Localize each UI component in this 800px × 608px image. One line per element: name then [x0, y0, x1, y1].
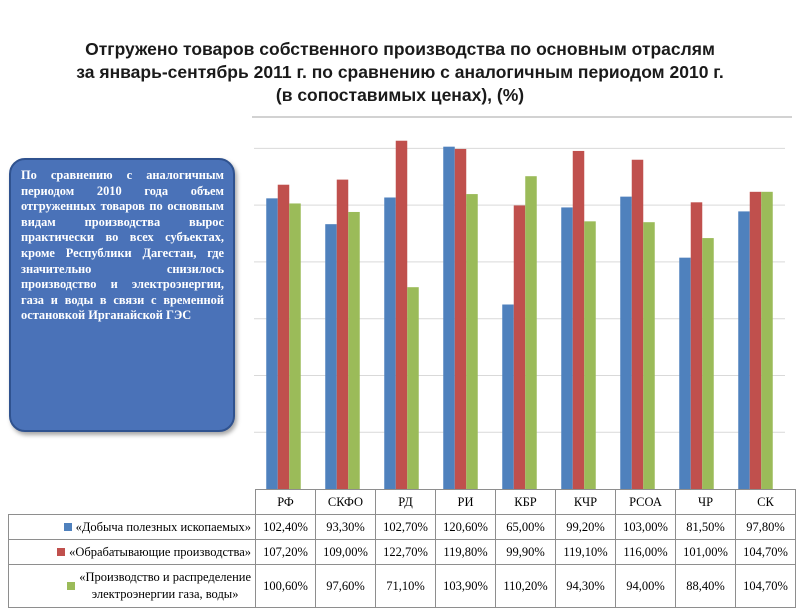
bar-3-1 — [289, 203, 301, 489]
bar-3-2 — [348, 211, 360, 489]
data-label: 97,60% — [315, 564, 376, 608]
bar-2-1 — [277, 184, 290, 489]
data-label: 65,00% — [495, 514, 556, 540]
legend-label: «Производство и распределение электроэнер… — [79, 570, 251, 601]
bar-1-6 — [561, 207, 573, 489]
legend-label: «Добыча полезных ископаемых» — [75, 519, 251, 534]
bar-3-5 — [525, 176, 537, 489]
bars — [266, 140, 773, 490]
data-label: 94,00% — [615, 564, 676, 608]
data-label: 104,70% — [735, 539, 796, 565]
data-label: 109,00% — [315, 539, 376, 565]
table-corner — [9, 490, 256, 515]
legend-entry: «Обрабатывающие производства» — [8, 539, 256, 565]
bar-3-7 — [643, 222, 655, 489]
callout-text: По сравнению с аналогичным периодом 2010… — [21, 168, 224, 323]
data-label: 107,20% — [255, 539, 316, 565]
category-label: СКФО — [315, 489, 376, 515]
data-label: 104,70% — [735, 564, 796, 608]
data-label: 100,60% — [255, 564, 316, 608]
data-label: 81,50% — [675, 514, 736, 540]
bar-3-4 — [466, 194, 478, 489]
table-row: «Производство и распределение электроэнер… — [8, 564, 796, 608]
data-label: 99,90% — [495, 539, 556, 565]
data-label: 102,70% — [375, 514, 436, 540]
data-label: 97,80% — [735, 514, 796, 540]
data-label: 103,00% — [615, 514, 676, 540]
bar-1-1 — [266, 198, 278, 489]
bar-3-9 — [761, 191, 773, 489]
category-label: РД — [375, 489, 436, 515]
chart-title-line-1: Отгружено товаров собственного производс… — [85, 39, 715, 59]
data-table: РФ СКФО РД РИ КБР КЧР РСОА ЧР СК «Добыча полезны… — [8, 489, 796, 608]
legend-swatch — [63, 523, 72, 531]
bar-2-5 — [513, 205, 526, 490]
data-label: 71,10% — [375, 564, 436, 608]
category-label: РФ — [255, 489, 316, 515]
bar-3-3 — [407, 287, 419, 489]
data-label: 103,90% — [435, 564, 496, 608]
data-label: 120,60% — [435, 514, 496, 540]
legend-entry: «Производство и распределение электроэнер… — [8, 564, 256, 608]
bar-1-2 — [325, 224, 337, 489]
category-label: КБР — [495, 489, 556, 515]
bar-1-8 — [679, 257, 691, 489]
bar-2-3 — [395, 140, 408, 489]
callout-box: По сравнению с аналогичным периодом 2010… — [9, 158, 235, 432]
category-label: РСОА — [615, 489, 676, 515]
chart-title: Отгружено товаров собственного производс… — [0, 38, 800, 107]
chart-title-line-2: за январь-сентябрь 2011 г. по сравнению … — [76, 62, 724, 82]
bar-2-8 — [690, 202, 703, 490]
bar-1-5 — [502, 304, 514, 489]
bar-2-7 — [631, 159, 644, 489]
category-label: РИ — [435, 489, 496, 515]
table-header-row: РФ СКФО РД РИ КБР КЧР РСОА ЧР СК — [9, 489, 796, 515]
legend-entry: «Добыча полезных ископаемых» — [8, 514, 256, 540]
data-label: 102,40% — [255, 514, 316, 540]
data-label: 122,70% — [375, 539, 436, 565]
category-label: ЧР — [675, 489, 736, 515]
legend-swatch — [57, 548, 66, 556]
chart-title-line-3: (в сопоставимых ценах), (%) — [275, 85, 525, 105]
bar-2-2 — [336, 179, 349, 489]
bar-1-3 — [384, 197, 396, 490]
bar-1-9 — [738, 211, 750, 489]
data-label: 119,10% — [555, 539, 616, 565]
category-label: КЧР — [555, 489, 616, 515]
bar-3-8 — [702, 238, 714, 489]
bar-3-6 — [584, 221, 596, 490]
data-label: 110,20% — [495, 564, 556, 608]
bar-2-6 — [572, 150, 585, 490]
data-label: 94,30% — [555, 564, 616, 608]
data-label: 101,00% — [675, 539, 736, 565]
category-label: СК — [735, 489, 796, 515]
data-label: 119,80% — [435, 539, 496, 565]
table-row: «Обрабатывающие производства» 107,20% 109,… — [8, 539, 796, 565]
legend-swatch — [67, 582, 76, 590]
data-label: 99,20% — [555, 514, 616, 540]
bar-2-4 — [454, 148, 467, 489]
bar-1-7 — [620, 196, 632, 489]
bar-1-4 — [443, 146, 455, 490]
legend-label: «Обрабатывающие производства» — [69, 544, 251, 559]
data-label: 88,40% — [675, 564, 736, 608]
table-row: «Добыча полезных ископаемых» 102,40% 93,30… — [8, 514, 796, 540]
data-label: 116,00% — [615, 539, 676, 565]
bar-2-9 — [749, 191, 762, 489]
data-label: 93,30% — [315, 514, 376, 540]
